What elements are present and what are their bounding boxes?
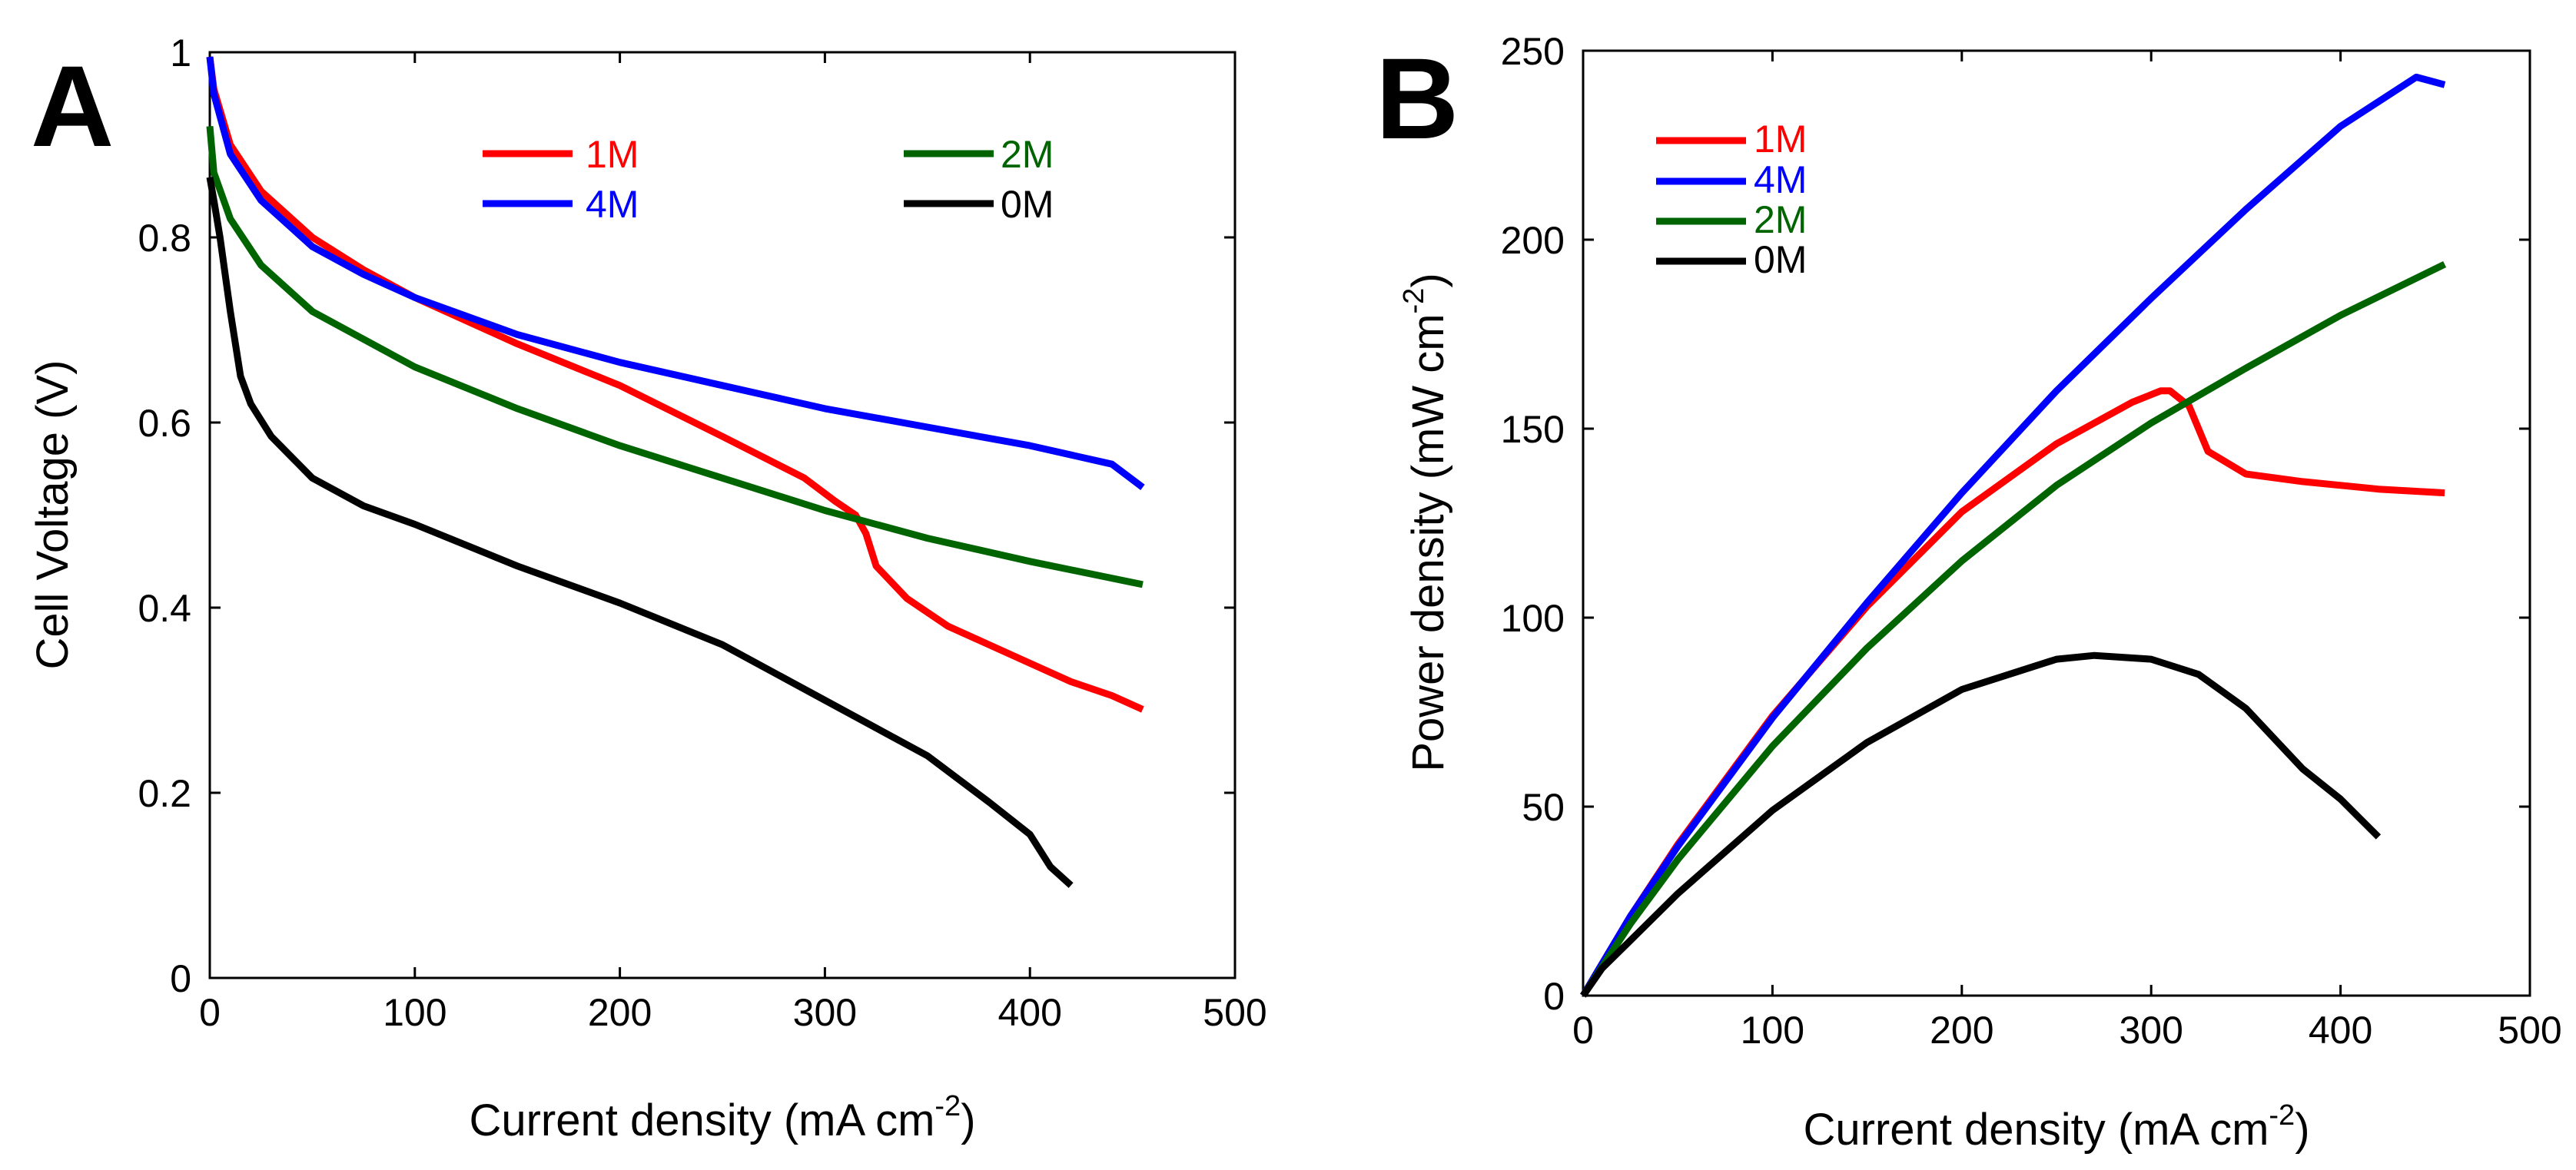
panel-b-series-0m <box>1580 651 2382 998</box>
panel-a-x-tick-labels: 0 100 200 300 400 500 <box>199 991 1267 1034</box>
panel-a-ticks <box>208 51 1237 979</box>
panel-a-x-tick-label: 300 <box>793 991 857 1034</box>
panel-a-y-tick-label: 0.2 <box>138 772 191 815</box>
panel-a-x-axis-title-sup: -2 <box>934 1090 961 1122</box>
panel-b-x-tick-label: 400 <box>2309 1009 2372 1052</box>
panel-b-legend-entry-2m: 2M <box>1656 198 1807 241</box>
panel-b-legend-label-4m: 4M <box>1754 158 1807 201</box>
panel-a-series-1m <box>206 56 1144 713</box>
panel-a-legend-label-0m: 0M <box>1001 183 1054 226</box>
panel-b-series-4m <box>1580 73 2446 998</box>
panel-b-legend-label-2m: 2M <box>1754 198 1807 241</box>
panel-b-plot-frame <box>1582 49 2531 997</box>
panel-b-legend-entry-4m: 4M <box>1656 158 1807 201</box>
panel-b-y-tick-label: 150 <box>1501 408 1565 451</box>
panel-a-x-tick-label: 200 <box>588 991 652 1034</box>
panel-a-x-tick-label: 100 <box>383 991 446 1034</box>
panel-a-x-axis-title: Current density (mA cm-2) <box>469 1090 975 1145</box>
panel-a-y-axis-title: Cell Voltage (V) <box>28 360 78 670</box>
panel-a-y-tick-label: 0.4 <box>138 587 191 630</box>
panel-b-y-tick-label: 100 <box>1501 597 1565 640</box>
panel-b-series-2m <box>1580 260 2447 998</box>
panel-b-axes <box>1582 49 2531 997</box>
panel-b-power-chart: B 0 100 200 300 400 500 0 50 100 150 200 250 Curre… <box>1376 30 2562 1155</box>
panel-a-y-tick-label: 0.8 <box>138 217 191 260</box>
panel-b-legend-label-0m: 0M <box>1754 238 1807 281</box>
panel-b-y-axis-title-end: ) <box>1403 273 1453 287</box>
panel-a-legend-entry-2m: 2M <box>904 133 1054 176</box>
panel-a-letter: A <box>31 41 114 171</box>
panel-a-axes <box>208 51 1237 979</box>
panel-b-x-axis-title-sup: -2 <box>2269 1099 2295 1132</box>
panel-b-x-axis-title-end: ) <box>2295 1105 2309 1155</box>
panel-b-y-axis-title: Power density (mW cm-2) <box>1398 273 1453 771</box>
panel-a-y-tick-label: 0 <box>170 957 191 1000</box>
panel-b-legend: 1M 4M 2M 0M <box>1656 118 1807 281</box>
panel-a-voltage-chart: A 0 100 200 300 400 500 0 0.2 0.4 0.6 0.8 1 Curren… <box>28 31 1267 1145</box>
panel-b-x-tick-label: 200 <box>1930 1009 1993 1052</box>
panel-a-series-0m <box>206 176 1074 888</box>
panel-b-x-tick-labels: 0 100 200 300 400 500 <box>1572 1009 2562 1052</box>
panel-b-legend-label-1m: 1M <box>1754 118 1807 161</box>
panel-a-legend-label-4m: 4M <box>586 183 639 226</box>
panel-b-series <box>1580 73 2447 998</box>
panel-b-legend-entry-0m: 0M <box>1656 238 1807 281</box>
panel-b-x-axis-title: Current density (mA cm-2) <box>1803 1099 2309 1155</box>
panel-a-legend-entry-4m: 4M <box>483 183 639 226</box>
panel-a-x-tick-label: 400 <box>998 991 1061 1034</box>
panel-a-legend-entry-1m: 1M <box>483 133 639 176</box>
panel-a-x-tick-label: 500 <box>1203 991 1266 1034</box>
panel-a-series <box>206 56 1145 888</box>
panel-b-x-axis-title-main: Current density (mA cm <box>1803 1105 2269 1155</box>
panel-a-y-tick-label: 0.6 <box>138 402 191 445</box>
panel-a-legend-label-1m: 1M <box>586 133 639 176</box>
panel-a-y-tick-label: 1 <box>170 31 191 75</box>
panel-b-x-tick-label: 500 <box>2498 1009 2561 1052</box>
panel-a-x-axis-title-main: Current density (mA cm <box>469 1095 934 1145</box>
panel-b-y-tick-label: 0 <box>1543 975 1565 1018</box>
panel-a-series-2m <box>206 126 1144 588</box>
panel-a-x-axis-title-end: ) <box>961 1095 975 1145</box>
panel-b-series-1m <box>1580 387 2445 998</box>
panel-b-y-tick-label: 250 <box>1501 30 1565 73</box>
panel-a-legend: 1M 4M 2M 0M <box>483 133 1054 226</box>
panel-b-letter: B <box>1376 34 1459 163</box>
panel-b-y-axis-title-main: Power density (mW cm <box>1403 313 1453 771</box>
panel-b-y-tick-labels: 0 50 100 150 200 250 <box>1501 30 1565 1018</box>
panel-b-legend-entry-1m: 1M <box>1656 118 1807 161</box>
panel-b-x-tick-label: 300 <box>2119 1009 2183 1052</box>
panel-b-ticks <box>1582 49 2531 997</box>
panel-a-plot-frame <box>208 51 1237 979</box>
panel-a-x-tick-label: 0 <box>199 991 221 1034</box>
panel-a-legend-entry-0m: 0M <box>904 183 1054 226</box>
panel-a-y-tick-labels: 0 0.2 0.4 0.6 0.8 1 <box>138 31 191 1000</box>
panel-a-legend-label-2m: 2M <box>1001 133 1054 176</box>
panel-a-series-4m <box>206 56 1145 490</box>
panel-b-y-axis-title-sup: -2 <box>1398 288 1430 314</box>
panel-b-x-tick-label: 100 <box>1741 1009 1804 1052</box>
panel-b-y-tick-label: 50 <box>1522 786 1565 829</box>
panel-b-y-tick-label: 200 <box>1501 219 1565 262</box>
panel-b-x-tick-label: 0 <box>1572 1009 1594 1052</box>
